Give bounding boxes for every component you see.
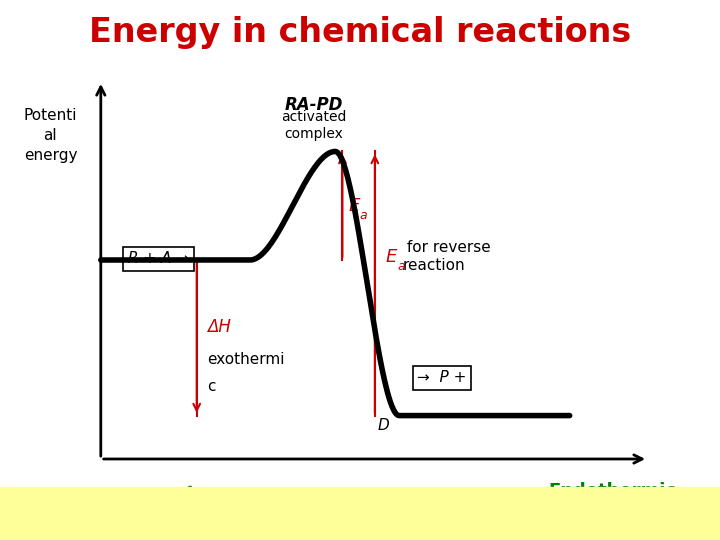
Text: a: a	[360, 209, 367, 222]
Text: Potenti
al
energy: Potenti al energy	[24, 108, 77, 163]
Text: c: c	[207, 379, 216, 394]
Text: 25: 25	[674, 498, 691, 512]
Text: Energy in chemical reactions: Energy in chemical reactions	[89, 16, 631, 49]
Text: for reverse
reaction: for reverse reaction	[402, 240, 491, 273]
Text: E: E	[386, 247, 397, 266]
Text: Explain the various terms and energy changes  in a: Explain the various terms and energy cha…	[94, 498, 453, 512]
Text: R + A →: R + A →	[128, 252, 189, 266]
Text: Endothermic: Endothermic	[549, 482, 677, 501]
Text: rxn: rxn	[427, 498, 449, 512]
Text: activated
complex: activated complex	[281, 111, 346, 140]
Text: D: D	[378, 418, 390, 433]
Text: ΔH: ΔH	[207, 318, 231, 336]
Text: a: a	[397, 260, 405, 273]
Text: exothermi: exothermi	[207, 352, 285, 367]
Text: E: E	[348, 197, 359, 215]
Text: RA-PD: RA-PD	[284, 96, 343, 114]
Text: →  P +: → P +	[417, 370, 467, 385]
Text: Progress of
reaction: Progress of reaction	[410, 513, 495, 540]
